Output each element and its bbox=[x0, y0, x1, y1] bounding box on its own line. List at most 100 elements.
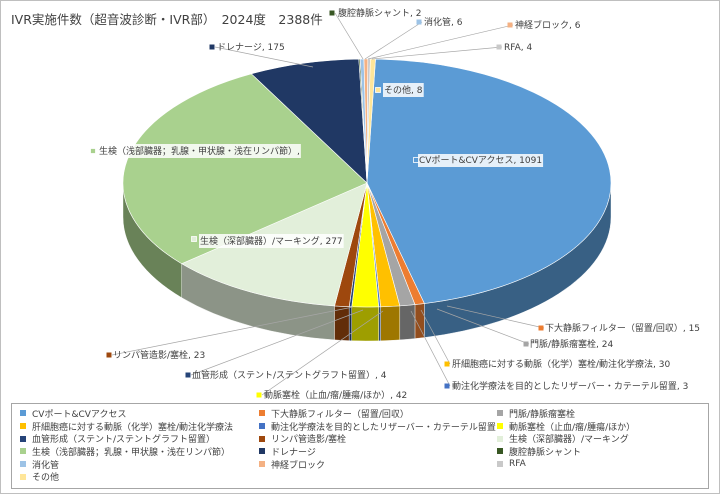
legend-swatch bbox=[20, 423, 26, 430]
legend-item-8: 生検（深部臓器）/マーキング bbox=[497, 432, 707, 445]
pie-tops bbox=[122, 58, 612, 308]
legend-label: その他 bbox=[32, 473, 60, 484]
slice-7-side bbox=[334, 305, 350, 341]
legend-item-10: ドレナージ bbox=[259, 445, 497, 458]
slice-9 bbox=[122, 73, 368, 265]
legend-swatch bbox=[20, 435, 26, 442]
legend-item-11: 腹腔静脈シャント bbox=[497, 445, 707, 458]
slice-3-leader-line bbox=[420, 309, 451, 365]
slice-7-label-marker bbox=[106, 352, 112, 358]
legend-item-6: 血管形成（ステント/ステントグラフト留置） bbox=[20, 432, 259, 445]
slice-12-label-marker bbox=[416, 19, 422, 25]
slice-6-leader-line bbox=[190, 309, 364, 376]
legend-label: 下大静脈フィルター（留置/回収） bbox=[271, 409, 409, 420]
legend-swatch bbox=[259, 435, 265, 442]
pie-chart: CVポート&CVアクセス, 1091 下大静脈フィルター（留置/回収）, 15 門脈… bbox=[90, 7, 700, 401]
slice-8-label-bg bbox=[199, 234, 344, 248]
legend-item-12: 消化管 bbox=[20, 458, 259, 471]
slice-0-label-marker bbox=[413, 157, 419, 163]
legend-label: ドレナージ bbox=[271, 447, 316, 458]
slice-6-data-label: 血管形成（ステント/ステントグラフト留置）, 4 bbox=[192, 369, 387, 381]
slice-15-label-bg bbox=[383, 83, 424, 97]
slice-13-label-marker bbox=[507, 22, 513, 28]
slice-3-label-marker bbox=[444, 361, 450, 367]
legend-item-2: 門脈/静脈瘤塞栓 bbox=[497, 407, 707, 420]
legend: CVポート&CVアクセス 下大静脈フィルター（留置/回収） 門脈/静脈瘤塞栓肝細胞癌… bbox=[11, 403, 709, 489]
slice-10 bbox=[250, 58, 368, 184]
slice-8-data-label: 生検（深部臓器）/マーキング, 277 bbox=[200, 235, 343, 247]
legend-swatch bbox=[259, 461, 265, 468]
slice-2-data-label: 門脈/静脈瘤塞栓, 24 bbox=[530, 338, 613, 350]
slice-11-label-marker bbox=[329, 10, 335, 16]
slice-7-leader-line bbox=[111, 306, 354, 356]
legend-label: 消化管 bbox=[32, 460, 60, 471]
legend-item-5: 動脈塞栓（止血/瘤/腫瘍/ほか） bbox=[497, 420, 707, 433]
legend-label: 門脈/静脈瘤塞栓 bbox=[509, 409, 576, 420]
legend-label: CVポート&CVアクセス bbox=[32, 409, 127, 420]
legend-item-3: 肝細胞癌に対する動脈（化学）塞栓/動注化学療法 bbox=[20, 420, 259, 433]
slice-4-side bbox=[378, 306, 381, 342]
legend-item-15: その他 bbox=[20, 470, 259, 483]
legend-label: 肝細胞癌に対する動脈（化学）塞栓/動注化学療法 bbox=[32, 422, 234, 433]
slice-10-data-label: ドレナージ, 175 bbox=[217, 42, 285, 53]
slice-15-data-label: その他, 8 bbox=[384, 84, 423, 96]
slice-0-label-bg bbox=[418, 154, 544, 167]
slice-5-label-marker bbox=[256, 392, 262, 398]
legend-item-7: リンパ管造影/塞栓 bbox=[259, 432, 497, 445]
slice-0 bbox=[366, 58, 612, 304]
legend-swatch bbox=[497, 461, 503, 468]
legend-swatch bbox=[497, 448, 503, 455]
slice-14-leader-line bbox=[371, 46, 503, 60]
pie-sides bbox=[122, 182, 612, 342]
legend-swatch bbox=[20, 473, 26, 480]
slice-7-data-label: リンパ管造影/塞栓, 23 bbox=[113, 349, 205, 361]
slice-12-data-label: 消化管, 6 bbox=[424, 16, 463, 28]
legend-item-4: 動注化学療法を目的としたリザーバー・カテーテル留置 bbox=[259, 420, 497, 433]
legend-label: RFA bbox=[509, 459, 526, 470]
slice-5-side bbox=[351, 306, 379, 342]
slice-12-leader-line bbox=[364, 21, 423, 60]
slice-1-label-marker bbox=[538, 325, 544, 331]
legend-label: 生検（浅部臓器；乳腺・甲状腺・浅在リンパ節） bbox=[32, 447, 231, 458]
legend-label: 血管形成（ステント/ステントグラフト留置） bbox=[32, 435, 216, 446]
legend-label: 動注化学療法を目的としたリザーバー・カテーテル留置 bbox=[271, 422, 496, 433]
legend-item-9: 生検（浅部臓器；乳腺・甲状腺・浅在リンパ節） bbox=[20, 445, 259, 458]
slice-2-label-marker bbox=[523, 341, 529, 347]
legend-swatch bbox=[259, 423, 265, 430]
legend-label: 神経ブロック bbox=[271, 460, 326, 471]
slice-1-leader-line bbox=[446, 305, 545, 329]
legend-label: 腹腔静脈シャント bbox=[509, 447, 582, 458]
chart-title: IVR実施件数（超音波診断・IVR部） 2024度 2388件 bbox=[11, 12, 323, 27]
slice-14-data-label: RFA, 4 bbox=[504, 43, 532, 53]
slice-4-label-marker bbox=[444, 383, 450, 389]
legend-label: 生検（深部臓器）/マーキング bbox=[509, 435, 629, 446]
slice-9-label-bg bbox=[98, 144, 301, 158]
legend-swatch bbox=[259, 410, 265, 417]
slice-9-label-marker bbox=[90, 148, 96, 154]
legend-item-13: 神経ブロック bbox=[259, 458, 497, 471]
slice-4-data-label: 動注化学療法を目的としたリザーバー・カテーテル留置, 3 bbox=[452, 380, 688, 392]
slice-10-leader-line bbox=[214, 46, 314, 68]
slice-6-label-marker bbox=[185, 372, 191, 378]
slice-0-data-label: CVポート&CVアクセス, 1091 bbox=[419, 155, 542, 166]
legend-swatch bbox=[259, 448, 265, 455]
legend-item-1: 下大静脈フィルター（留置/回収） bbox=[259, 407, 497, 420]
legend-label: 動脈塞栓（止血/瘤/腫瘍/ほか） bbox=[509, 422, 636, 433]
slice-1-data-label: 下大静脈フィルター（留置/回収）, 15 bbox=[545, 322, 700, 334]
slice-15-label-marker bbox=[375, 87, 381, 93]
legend-swatch bbox=[20, 448, 26, 455]
slice-3-data-label: 肝細胞癌に対する動脈（化学）塞栓/動注化学療法, 30 bbox=[452, 358, 670, 370]
slice-2-leader-line bbox=[436, 308, 530, 345]
slice-9-data-label: 生検（浅部臓器；乳腺・甲状腺・浅在リンパ節）, bbox=[99, 145, 300, 157]
legend-swatch bbox=[497, 423, 503, 430]
legend-swatch bbox=[497, 410, 503, 417]
slice-10-label-marker bbox=[209, 44, 215, 50]
slice-2-side bbox=[399, 304, 416, 341]
legend-swatch bbox=[20, 410, 26, 417]
slice-14-label-marker bbox=[496, 44, 502, 50]
slice-5-data-label: 動脈塞栓（止血/瘤/腫瘍/ほか）, 42 bbox=[264, 389, 407, 401]
legend-item-0: CVポート&CVアクセス bbox=[20, 407, 259, 420]
legend-swatch bbox=[20, 461, 26, 468]
slice-11-leader-line bbox=[334, 12, 364, 60]
